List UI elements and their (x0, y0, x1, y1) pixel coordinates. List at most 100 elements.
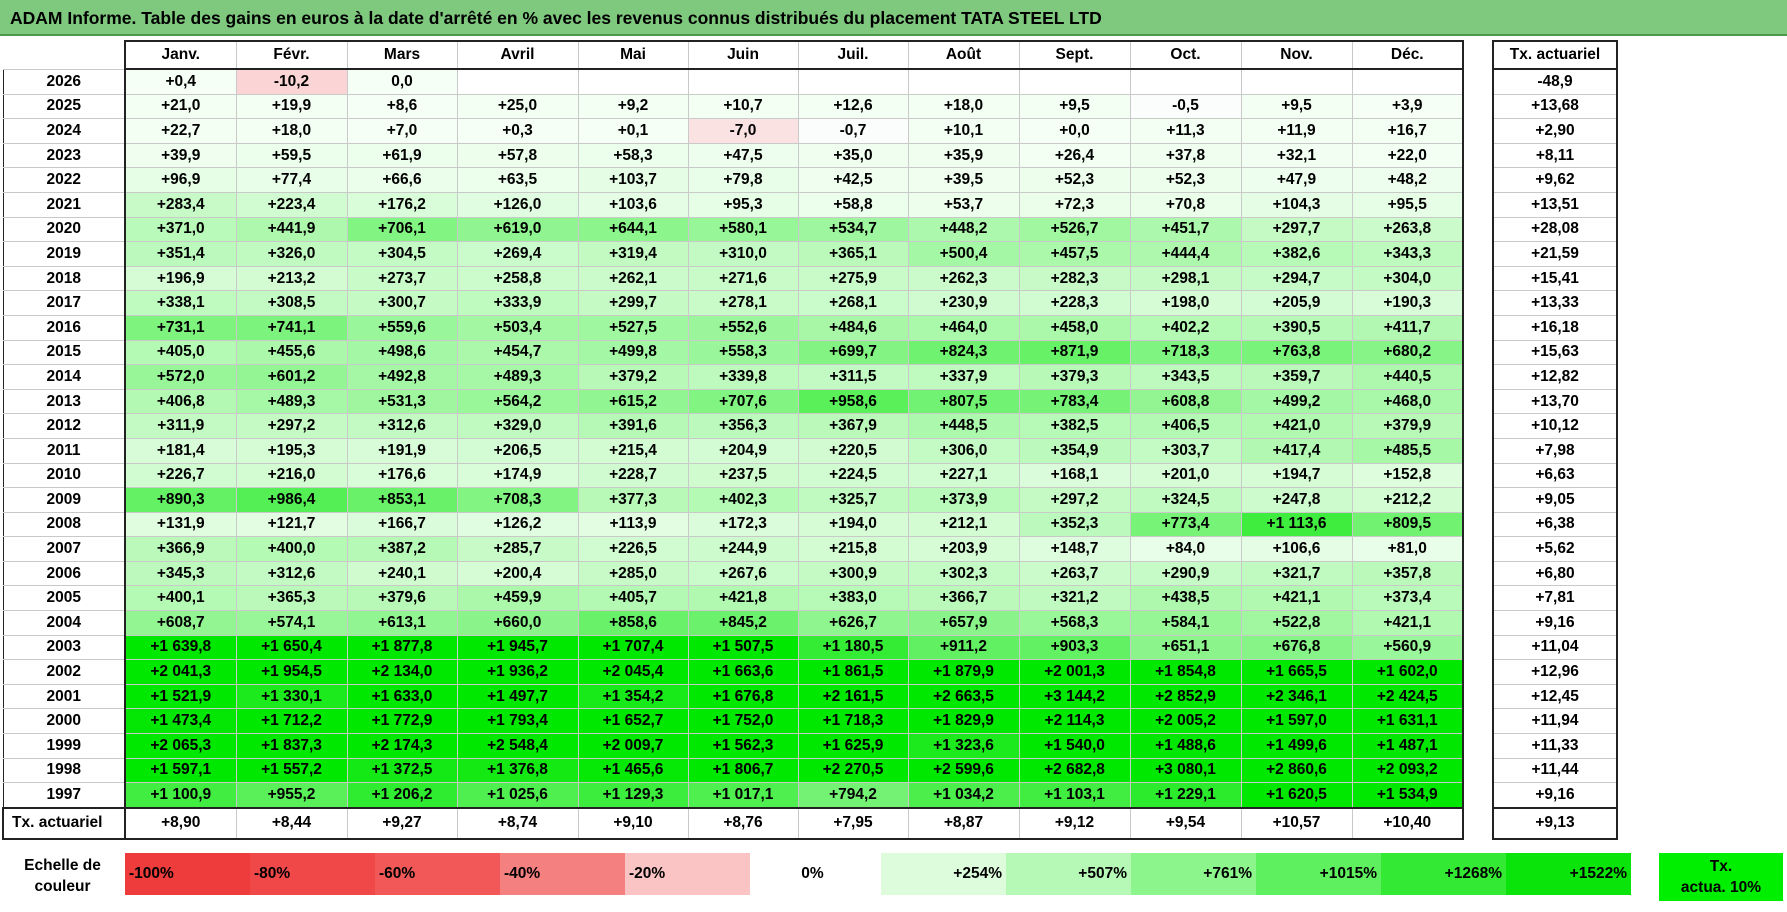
legend-swatch: -60% (375, 853, 500, 895)
value-cell: +205,9 (1240, 290, 1353, 316)
value-cell: +226,7 (124, 462, 237, 489)
table-row: 2006 +345,3 +312,6 +240,1 +200,4 +285,0 +267,6… (2, 560, 1618, 587)
column-gap (1463, 290, 1493, 316)
column-gap (1463, 684, 1493, 709)
value-cell: +824,3 (907, 339, 1020, 366)
value-cell: +1 620,5 (1240, 782, 1353, 809)
value-cell: +9,2 (577, 93, 689, 120)
value-cell: +503,4 (456, 314, 579, 341)
value-cell: +459,9 (456, 585, 579, 612)
legend-swatch: 0% (750, 853, 875, 895)
value-cell: -7,0 (687, 118, 799, 144)
footer-value: +8,44 (235, 806, 348, 840)
value-cell: +1 229,1 (1129, 782, 1242, 809)
legend-swatch: +1268% (1381, 853, 1506, 895)
value-cell: +406,5 (1129, 413, 1242, 439)
value-cell: +58,3 (577, 142, 689, 169)
value-cell: +1 954,5 (235, 659, 348, 685)
value-cell: +267,6 (687, 560, 799, 587)
value-cell: +1 129,3 (577, 782, 689, 809)
value-cell: +365,3 (235, 585, 348, 612)
value-cell: +84,0 (1129, 536, 1242, 562)
color-scale-legend: Echelle de couleur -100% -80% -60% -40% -20%… (0, 850, 1787, 902)
value-cell: +244,9 (687, 536, 799, 562)
column-gap (1463, 807, 1493, 839)
tx-actuariel-cell: +6,80 (1492, 560, 1618, 587)
year-cell: 2014 (2, 364, 126, 390)
year-cell: 2005 (2, 585, 126, 612)
tx-actuariel-cell: +21,59 (1492, 241, 1618, 267)
legend-swatch: -20% (625, 853, 750, 895)
value-cell (456, 68, 579, 95)
value-cell: +1 521,9 (124, 683, 237, 710)
value-cell: +26,4 (1018, 142, 1131, 169)
value-cell: +103,6 (577, 191, 689, 218)
tx-actuariel-cell: +9,16 (1492, 610, 1618, 636)
value-cell: +365,1 (797, 241, 909, 267)
value-cell: +312,6 (235, 560, 348, 587)
month-header: Août (907, 40, 1020, 70)
column-gap (1463, 708, 1493, 734)
value-cell: +35,0 (797, 142, 909, 169)
value-cell: +377,3 (577, 487, 689, 513)
value-cell: +657,9 (907, 610, 1020, 636)
value-cell (797, 68, 909, 95)
value-cell: +194,0 (797, 511, 909, 538)
value-cell: +680,2 (1351, 339, 1464, 366)
value-cell: +66,6 (346, 167, 458, 193)
value-cell (577, 68, 689, 95)
value-cell: +2 599,6 (907, 757, 1020, 784)
table-row: 2007 +366,9 +400,0 +387,2 +285,7 +226,5 +244,9… (2, 536, 1618, 562)
value-cell: +204,9 (687, 437, 799, 464)
value-cell: +1 879,9 (907, 659, 1020, 685)
column-gap (1463, 69, 1493, 95)
page-title: ADAM Informe. Table des gains en euros à… (0, 0, 1787, 36)
value-cell: +383,0 (797, 585, 909, 612)
value-cell: +16,7 (1351, 118, 1464, 144)
value-cell: +955,2 (235, 782, 348, 809)
value-cell: +2 682,8 (1018, 757, 1131, 784)
value-cell: +1 376,8 (456, 757, 579, 784)
value-cell: +10,7 (687, 93, 799, 120)
value-cell: +329,0 (456, 413, 579, 439)
column-gap (1463, 733, 1493, 759)
value-cell: +310,0 (687, 241, 799, 267)
value-cell: +2 009,7 (577, 733, 689, 759)
header-corner (3, 41, 125, 69)
year-cell: 2013 (2, 388, 126, 415)
value-cell: +106,6 (1240, 536, 1353, 562)
value-cell: +468,0 (1351, 388, 1464, 415)
year-cell: 2019 (2, 241, 126, 267)
table-row: 2000 +1 473,4 +1 712,2 +1 772,9 +1 793,4 +1 6… (2, 708, 1618, 735)
table-row: 1997 +1 100,9 +955,2 +1 206,2 +1 025,6 +1 129… (2, 782, 1618, 809)
column-gap (1463, 536, 1493, 562)
value-cell: +1 663,6 (687, 659, 799, 685)
value-cell: +227,1 (907, 462, 1020, 489)
table-row: 2024 +22,7 +18,0 +7,0 +0,3 +0,1 -7,0 -0,7 +10,1 +… (2, 118, 1618, 144)
table-row: 2010 +226,7 +216,0 +176,6 +174,9 +228,7 +237,5… (2, 462, 1618, 489)
value-cell: +400,1 (124, 585, 237, 612)
value-cell: +262,3 (907, 265, 1020, 292)
tx-actuariel-cell: +9,16 (1492, 782, 1618, 809)
table-row: 2017 +338,1 +308,5 +300,7 +333,9 +299,7 +278,1… (2, 290, 1618, 316)
legend-label-line1: Echelle de (24, 857, 101, 874)
month-header: Juin (687, 40, 799, 70)
value-cell: +731,1 (124, 314, 237, 341)
tx-actuariel-cell: -48,9 (1492, 68, 1618, 95)
value-cell: +35,9 (907, 142, 1020, 169)
value-cell: +321,7 (1240, 560, 1353, 587)
legend-tx-line1: Tx. (1709, 858, 1733, 875)
value-cell: +2 005,2 (1129, 708, 1242, 735)
value-cell: +354,9 (1018, 437, 1131, 464)
value-cell: +308,5 (235, 290, 348, 316)
value-cell: +299,7 (577, 290, 689, 316)
year-cell: 2015 (2, 339, 126, 366)
value-cell: +206,5 (456, 437, 579, 464)
legend-swatch: -80% (250, 853, 375, 895)
value-cell: +0,0 (1018, 118, 1131, 144)
value-cell: +387,2 (346, 536, 458, 562)
month-header: Mars (346, 40, 458, 70)
value-cell: +1 465,6 (577, 757, 689, 784)
tx-actuariel-cell: +13,51 (1492, 191, 1618, 218)
value-cell: +498,6 (346, 339, 458, 366)
